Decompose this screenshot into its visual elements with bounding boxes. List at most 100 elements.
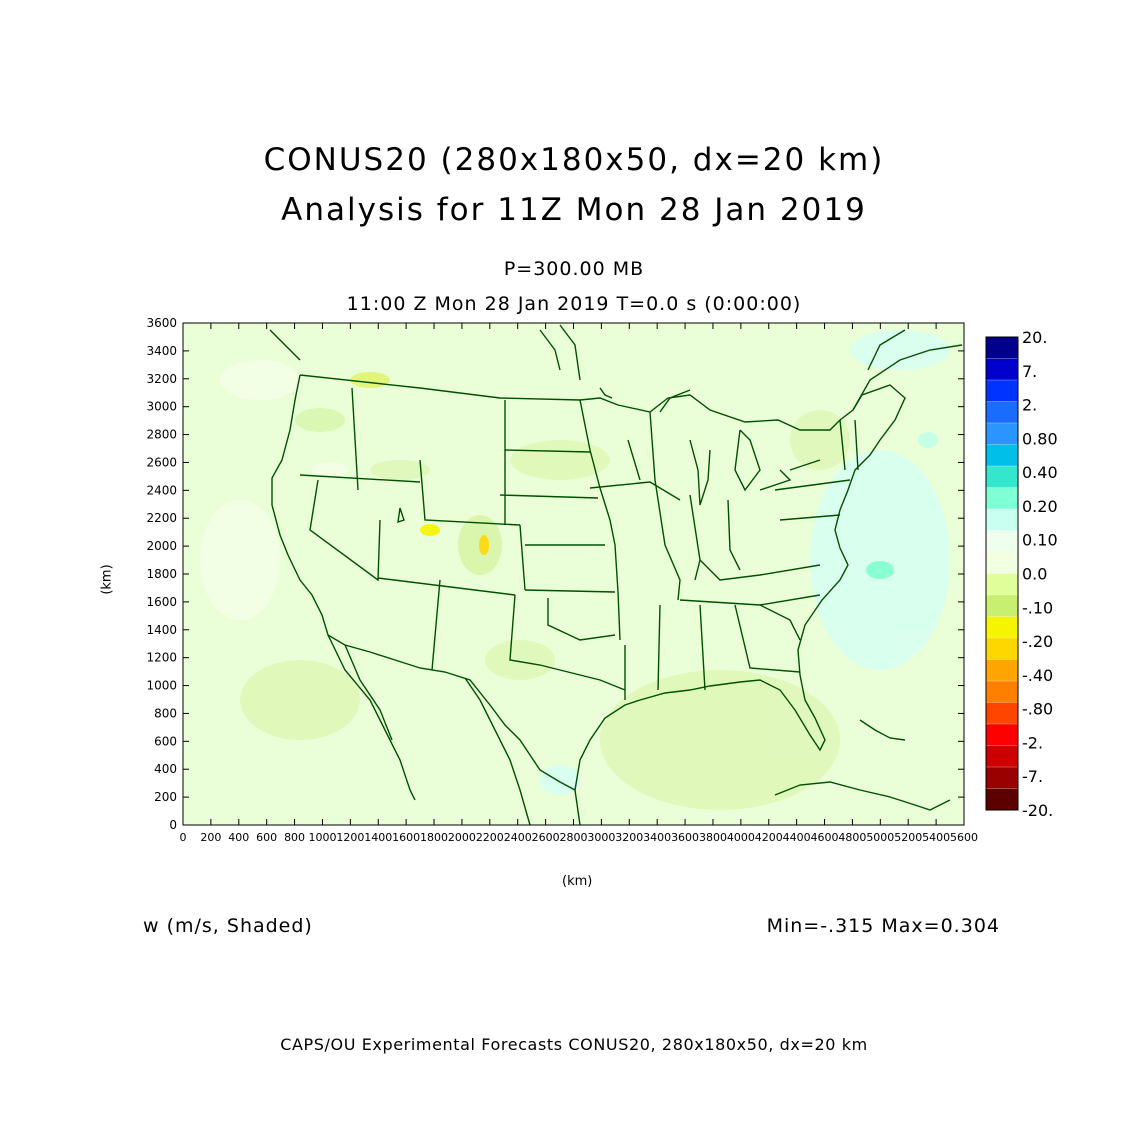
y-tick-label: 1600 [146,595,177,609]
x-tick-label: 5400 [922,831,950,844]
y-tick-label: 0 [169,818,177,832]
x-tick-label: 600 [256,831,277,844]
y-tick-label: 600 [154,734,177,748]
y-tick-label: 1800 [146,567,177,581]
colorbar-swatch [985,594,1019,618]
colorbar-frame [985,336,1019,811]
x-tick-label: 800 [284,831,305,844]
colorbar-swatch [985,358,1019,381]
x-axis-label: (km) [562,874,593,889]
y-tick-label: 2800 [146,428,177,442]
x-tick-label: 2000 [448,831,476,844]
min-max-label: Min=-.315 Max=0.304 [766,915,1000,937]
y-tick-label: 1200 [146,651,177,665]
colorbar-swatch [985,444,1019,467]
x-tick-label: 3400 [643,831,671,844]
y-tick-label: 2400 [146,483,177,497]
colorbar-swatch [985,616,1019,639]
x-tick-label: 200 [200,831,221,844]
colorbar-label: -7. [1022,767,1043,786]
colorbar-swatch [985,422,1019,446]
colorbar: 20. 7. 2. 0.80 0.40 0.20 0.10 0.0 -.10 -.20 -.40 -.… [985,328,1058,820]
x-tick-label: 5000 [866,831,894,844]
colorbar-label: -.20 [1022,632,1053,651]
colorbar-swatch [985,659,1019,682]
y-axis-label: (km) [99,564,115,595]
colorbar-label: 0.10 [1022,531,1058,550]
x-tick-label: 1000 [308,831,336,844]
y-tick-label: 800 [154,706,177,720]
vertical-velocity-shading [200,330,950,810]
colorbar-swatch [985,637,1019,661]
colorbar-swatch [985,508,1019,532]
y-tick-label: 2000 [146,539,177,553]
colorbar-swatch [985,336,1019,360]
x-tick-label: 5600 [950,831,978,844]
y-tick-label: 3200 [146,372,177,386]
x-tick-label: 4400 [783,831,811,844]
valid-time-label: 11:00 Z Mon 28 Jan 2019 T=0.0 s (0:00:00… [346,293,802,315]
colorbar-label: 20. [1022,328,1047,347]
colorbar-label: 0.0 [1022,565,1047,584]
colorbar-swatch [985,487,1019,510]
colorbar-swatch [985,465,1019,489]
colorbar-swatch [985,788,1019,811]
colorbar-swatch [985,530,1019,553]
y-tick-label: 200 [154,790,177,804]
colorbar-label: -.10 [1022,598,1053,617]
x-tick-label: 3800 [699,831,727,844]
x-tick-label: 2200 [476,831,504,844]
x-tick-label: 2600 [532,831,560,844]
y-tick-label: 2600 [146,455,177,469]
x-tick-label: 1800 [420,831,448,844]
colorbar-swatch [985,401,1019,424]
colorbar-label: -.80 [1022,700,1053,719]
x-tick-label: 400 [228,831,249,844]
x-tick-label: 4000 [727,831,755,844]
x-tick-label: 4800 [838,831,866,844]
x-tick-label: 1600 [392,831,420,844]
x-tick-label: 1400 [364,831,392,844]
colorbar-label: 0.20 [1022,497,1058,516]
x-tick-label: 4600 [811,831,839,844]
plot-title-line2: Analysis for 11Z Mon 28 Jan 2019 [281,192,867,228]
x-tick-label: 3200 [615,831,643,844]
y-axis: 0 200 400 600 800 1000 1200 1400 1600 1800 2000 220… [146,316,964,832]
field-label: w (m/s, Shaded) [143,915,313,937]
colorbar-swatch [985,702,1019,725]
x-tick-label: 0 [180,831,187,844]
y-tick-label: 1000 [146,679,177,693]
x-tick-label: 5200 [894,831,922,844]
colorbar-label: -2. [1022,733,1043,752]
colorbar-swatch [985,723,1019,747]
colorbar-label: 0.40 [1022,463,1058,482]
x-tick-label: 2400 [504,831,532,844]
x-tick-label: 1200 [336,831,364,844]
x-tick-label: 3000 [587,831,615,844]
colorbar-label: -.40 [1022,666,1053,685]
x-tick-label: 2800 [560,831,588,844]
colorbar-swatch [985,379,1019,403]
colorbar-swatch [985,573,1019,596]
colorbar-label: 7. [1022,362,1037,381]
colorbar-label: -20. [1022,801,1053,820]
x-tick-label: 3600 [671,831,699,844]
colorbar-swatch [985,745,1019,768]
pressure-level-label: P=300.00 MB [503,258,645,280]
colorbar-label: 2. [1022,396,1037,415]
plot-title-line1: CONUS20 (280x180x50, dx=20 km) [263,142,885,178]
colorbar-label: 0.80 [1022,429,1058,448]
political-boundaries [269,324,963,826]
colorbar-swatch [985,551,1019,575]
y-tick-label: 1400 [146,623,177,637]
x-axis: 0 200 400 600 800 1000 1200 1400 1600 1800 2000 220… [180,323,978,844]
y-tick-label: 3400 [146,344,177,358]
x-tick-label: 4200 [755,831,783,844]
y-tick-label: 400 [154,762,177,776]
y-tick-label: 3600 [146,316,177,330]
y-tick-label: 3000 [146,400,177,414]
footer-credit: CAPS/OU Experimental Forecasts CONUS20, … [280,1035,868,1054]
y-tick-label: 2200 [146,511,177,525]
colorbar-swatch [985,680,1019,704]
